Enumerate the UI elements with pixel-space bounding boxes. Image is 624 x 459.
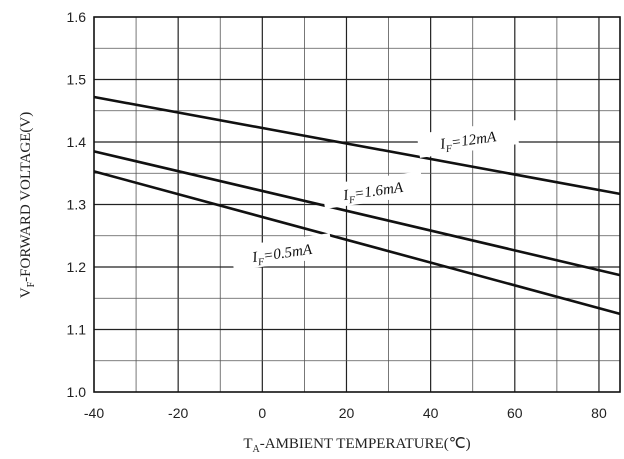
series-label-0-5ma: IF=0.5mA — [230, 233, 334, 271]
y-axis-title: VF-FORWARD VOLTAGE(V) — [18, 112, 37, 298]
series-line-1 — [93, 150, 621, 277]
x-tick-labels: -40 -20 0 20 40 60 80 — [84, 405, 607, 421]
label-background — [321, 171, 425, 209]
y-tick-label: 1.2 — [67, 259, 87, 275]
grid — [94, 17, 620, 392]
x-tick-label: 80 — [591, 405, 607, 421]
y-tick-labels: 1.0 1.1 1.2 1.3 1.4 1.5 1.6 — [67, 9, 87, 400]
y-tick-label: 1.1 — [67, 322, 87, 338]
series-label-12ma: IF=12mA — [416, 120, 520, 158]
y-tick-label: 1.5 — [67, 72, 87, 88]
series-label-text: IF=0.5mA — [250, 242, 314, 269]
label-background — [416, 120, 520, 158]
y-tick-label: 1.4 — [67, 134, 87, 150]
series-label-text: IF=1.6mA — [341, 180, 405, 207]
series-line-0 — [93, 95, 621, 196]
x-tick-label: -20 — [168, 405, 188, 421]
series-label-1-6ma: IF=1.6mA — [321, 171, 425, 209]
plot-frame — [93, 16, 621, 393]
x-tick-label: 20 — [339, 405, 355, 421]
label-background — [230, 233, 334, 271]
x-axis-title: TA-AMBIENT TEMPERATURE(℃) — [243, 436, 470, 455]
y-tick-label: 1.0 — [67, 384, 87, 400]
x-tick-label: 60 — [507, 405, 523, 421]
x-tick-label: -40 — [84, 405, 104, 421]
x-tick-label: 40 — [423, 405, 439, 421]
series-line-2 — [93, 170, 621, 316]
y-tick-label: 1.6 — [67, 9, 87, 25]
y-tick-label: 1.3 — [67, 197, 87, 213]
series-label-text: IF=12mA — [438, 129, 498, 156]
series-lines — [93, 95, 621, 316]
x-tick-label: 0 — [258, 405, 266, 421]
